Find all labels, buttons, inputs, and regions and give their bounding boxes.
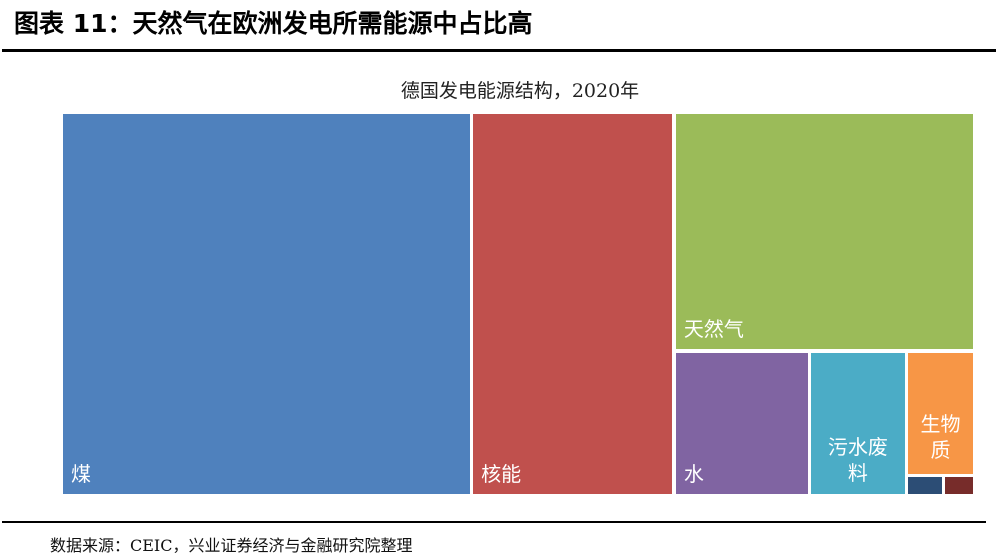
tile-label: 污水废料 (827, 434, 888, 485)
treemap-tile-nuclear: 核能 (473, 114, 673, 494)
tile-label: 天然气 (683, 317, 744, 342)
tile-label: 核能 (481, 462, 522, 486)
treemap-tile-coal: 煤 (63, 114, 470, 494)
top-divider (2, 49, 996, 52)
bottom-divider (2, 521, 986, 523)
treemap-tile-other-1 (908, 477, 942, 494)
tile-label: 煤 (71, 462, 91, 486)
treemap-tile-sewage-waste: 污水废料 (811, 352, 905, 494)
treemap-plot: 煤 核能 天然气水 污水废料 生物质 (63, 114, 973, 494)
treemap-tile-other-2 (945, 477, 973, 494)
treemap-tile-natural-gas: 天然气 (675, 114, 973, 350)
treemap-tile-hydro: 水 (675, 352, 808, 494)
tile-label: 水 (683, 461, 704, 486)
tile-label: 生物质 (920, 411, 961, 462)
chart-title: 德国发电能源结构，2020年 (400, 80, 640, 102)
source-note: 数据来源：CEIC，兴业证券经济与金融研究院整理 (50, 536, 413, 555)
treemap-tile-biomass: 生物质 (908, 352, 973, 474)
figure-title: 图表 11：天然气在欧洲发电所需能源中占比高 (14, 9, 533, 38)
